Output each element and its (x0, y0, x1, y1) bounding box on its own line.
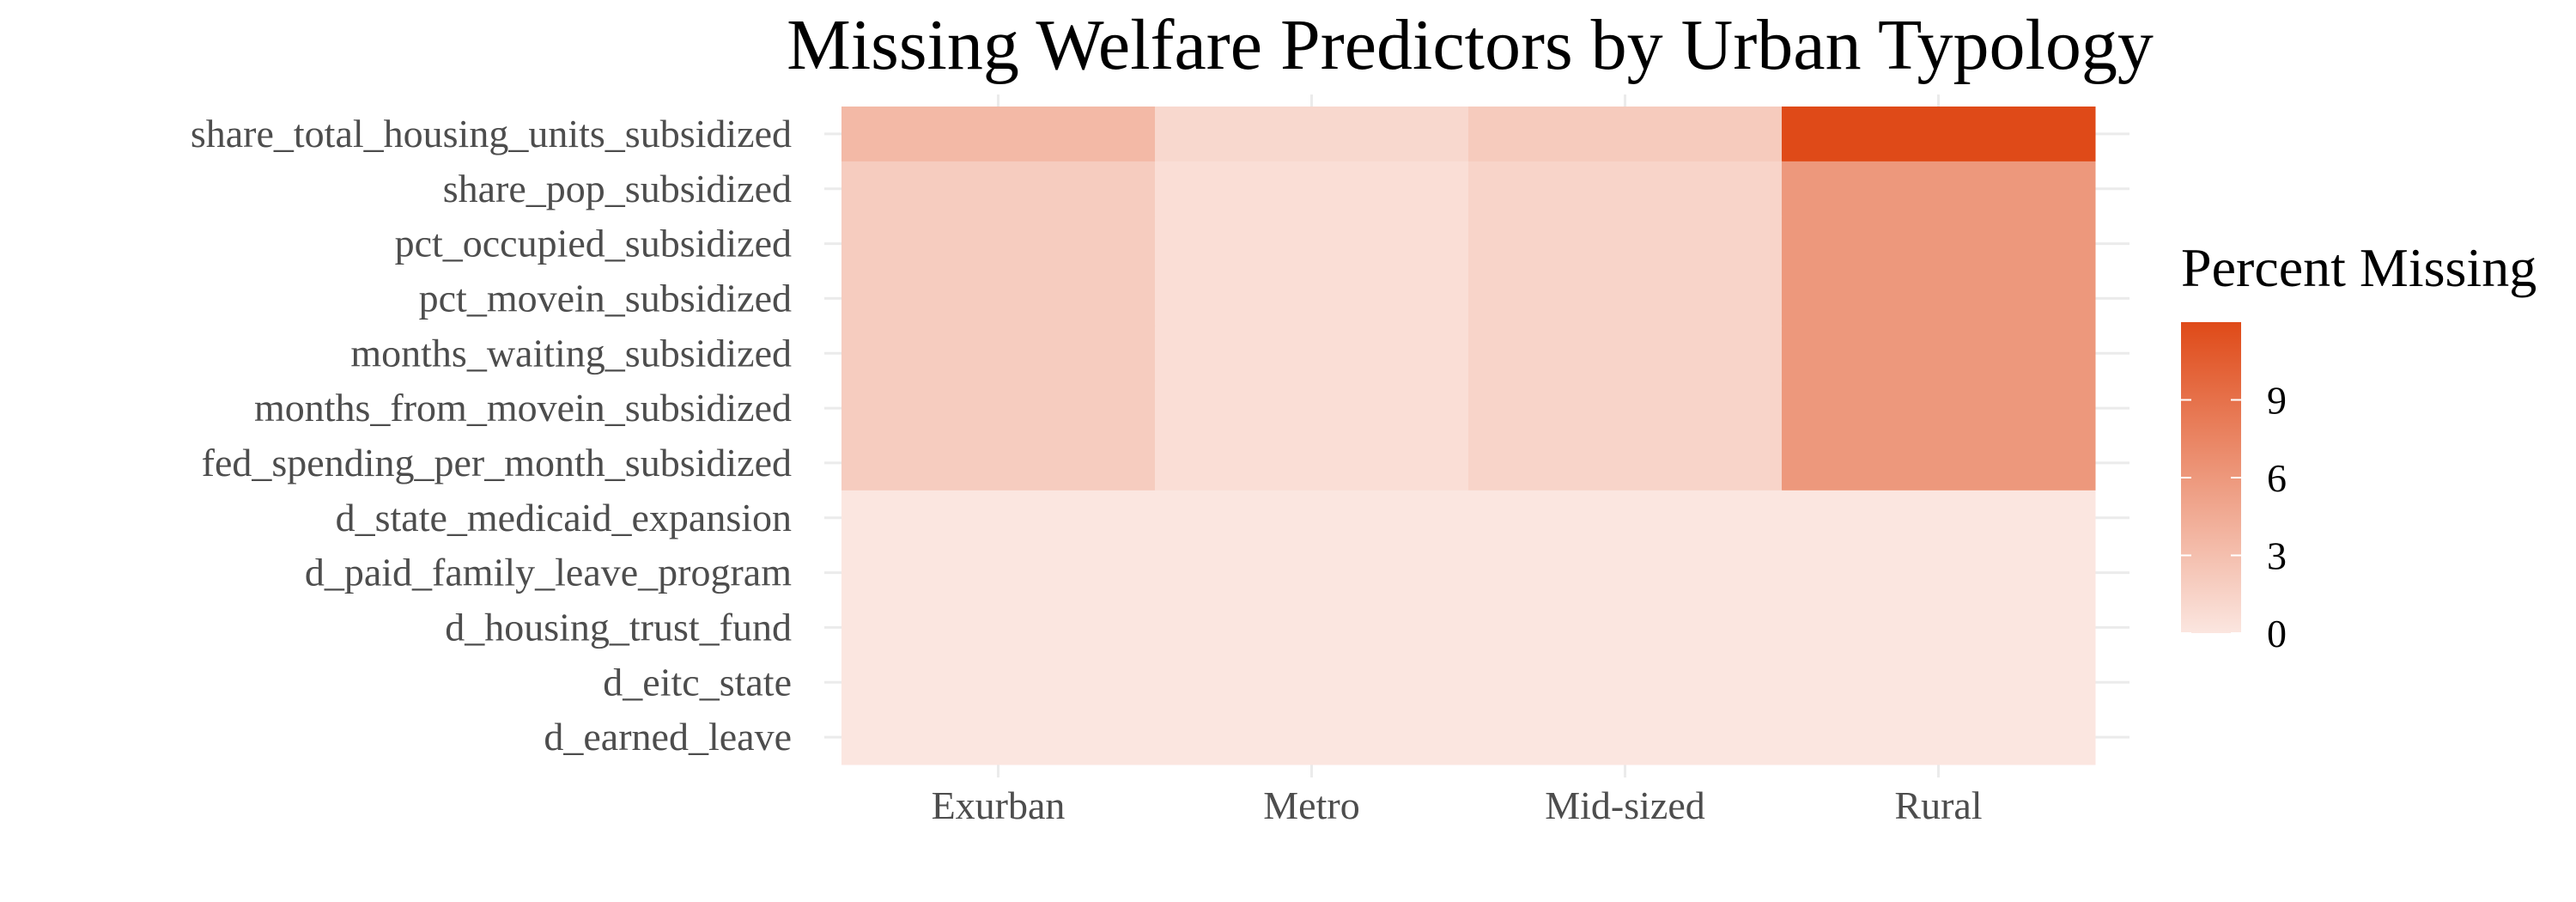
heatmap-cell (1782, 600, 2096, 655)
heatmap-cell (1782, 545, 2096, 600)
legend: Percent Missing 0 3 6 9 (2181, 237, 2537, 655)
y-tick-label: d_earned_leave (544, 715, 792, 759)
heatmap-cell (841, 600, 1156, 655)
y-tick-label: d_eitc_state (603, 660, 792, 704)
heatmap-cell (1468, 490, 1783, 546)
heatmap-cell (1155, 326, 1469, 381)
y-tick-label: pct_movein_subsidized (419, 276, 792, 320)
heatmap-cell (1782, 161, 2096, 217)
heatmap-cell (841, 710, 1156, 765)
heatmap-cell (1782, 107, 2096, 162)
heatmap-cell (1155, 436, 1469, 491)
legend-tick-label: 6 (2267, 456, 2287, 500)
heatmap-cell (1782, 490, 2096, 546)
x-tick-label: Metro (1263, 783, 1359, 827)
legend-tick-label: 3 (2267, 534, 2287, 578)
y-tick-label: fed_spending_per_month_subsidized (202, 441, 792, 485)
heatmap-cell (841, 216, 1156, 271)
legend-title: Percent Missing (2181, 237, 2537, 298)
heatmap-cell (1782, 216, 2096, 271)
heatmap-cell (1782, 655, 2096, 710)
heatmap-cell (1155, 381, 1469, 436)
heatmap-cell (841, 107, 1156, 162)
heatmap-cell (1468, 326, 1783, 381)
heatmap-cell (1468, 161, 1783, 217)
heatmap-cell (1782, 326, 2096, 381)
heatmap-cell (1155, 216, 1469, 271)
y-tick-label: d_paid_family_leave_program (305, 551, 792, 594)
heatmap-cell (841, 545, 1156, 600)
y-tick-label: d_state_medicaid_expansion (336, 496, 792, 539)
y-tick-label: pct_occupied_subsidized (395, 222, 792, 265)
legend-ticks: 0 3 6 9 (2181, 379, 2287, 655)
x-tick-label: Exurban (932, 783, 1066, 827)
y-tick-label: share_pop_subsidized (443, 167, 792, 210)
heatmap-cell (1468, 655, 1783, 710)
heatmap-cell (1782, 271, 2096, 326)
heatmap-cell (1468, 216, 1783, 271)
heatmap-cells (841, 107, 2096, 765)
heatmap-cell (841, 490, 1156, 546)
legend-tick-label: 9 (2267, 379, 2287, 423)
x-tick-label: Mid-sized (1545, 783, 1705, 827)
heatmap-cell (841, 655, 1156, 710)
heatmap-cell (1468, 381, 1783, 436)
heatmap-cell (1468, 600, 1783, 655)
heatmap-cell (1155, 710, 1469, 765)
heatmap-cell (1155, 600, 1469, 655)
heatmap-cell (841, 271, 1156, 326)
y-axis-ticks: share_total_housing_units_subsidizedshar… (191, 112, 792, 759)
heatmap-cell (1782, 710, 2096, 765)
heatmap-cell (1155, 655, 1469, 710)
heatmap-cell (1155, 107, 1469, 162)
heatmap-cell (841, 436, 1156, 491)
heatmap-cell (1155, 271, 1469, 326)
heatmap-cell (1468, 107, 1783, 162)
heatmap-cell (1155, 545, 1469, 600)
y-tick-label: share_total_housing_units_subsidized (191, 112, 792, 155)
chart-title: Missing Welfare Predictors by Urban Typo… (787, 5, 2154, 85)
heatmap-cell (841, 161, 1156, 217)
y-tick-label: d_housing_trust_fund (445, 605, 792, 649)
y-tick-label: months_from_movein_subsidized (254, 386, 792, 430)
heatmap-cell (841, 326, 1156, 381)
heatmap-cell (1468, 545, 1783, 600)
x-axis-ticks: Exurban Metro Mid-sized Rural (932, 783, 1983, 827)
heatmap-cell (1155, 161, 1469, 217)
heatmap-cell (1155, 490, 1469, 546)
heatmap-cell (1468, 271, 1783, 326)
heatmap-cell (1782, 381, 2096, 436)
heatmap-cell (841, 381, 1156, 436)
x-tick-label: Rural (1894, 783, 1982, 827)
y-tick-label: months_waiting_subsidized (350, 331, 792, 375)
heatmap-cell (1468, 710, 1783, 765)
heatmap-cell (1782, 436, 2096, 491)
heatmap-cell (1468, 436, 1783, 491)
legend-tick-label: 0 (2267, 612, 2287, 655)
